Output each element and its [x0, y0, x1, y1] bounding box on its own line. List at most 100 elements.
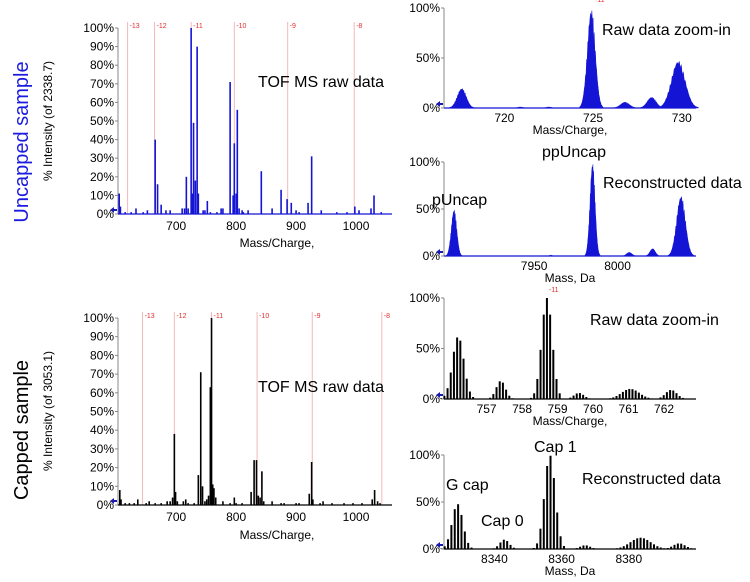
capped-reconstructed-chart: 0% 50% 100% 8340 8360 8380 Reconstructed data M… — [409, 439, 721, 578]
y-tick-label: 100% — [409, 155, 440, 169]
y-tick-label: 20% — [90, 170, 114, 184]
chart-title: Raw data zoom-in — [590, 312, 719, 329]
baseline-marker-icon — [436, 542, 443, 548]
y-tick-label: 80% — [90, 348, 114, 362]
x-axis-label: Mass/Charge, — [240, 236, 315, 250]
x-tick-label: 8360 — [548, 552, 575, 566]
charge-state-label: -12 — [176, 313, 186, 320]
x-tick-label: 1000 — [343, 510, 370, 524]
y-tick-label: 50% — [416, 495, 440, 509]
y-tick-label: 60% — [90, 386, 114, 400]
charge-state-label: -8 — [384, 313, 390, 320]
spectrum-peak — [445, 210, 463, 257]
uncapped-raw-chart: -13 -12 -11 -10 -9 -8 0% 10% 20% 30% 40% 50% 60% 70% 8… — [41, 21, 392, 250]
x-tick-label: 800 — [226, 219, 246, 233]
y-axis-label: % Intensity (of 2338.7) — [41, 61, 55, 181]
chart-title: Raw data zoom-in — [602, 22, 731, 39]
charge-state-label: -10 — [259, 313, 269, 320]
x-tick-label: 8380 — [615, 552, 642, 566]
y-tick-label: 100% — [409, 1, 440, 15]
x-tick-label: 1000 — [343, 219, 370, 233]
y-tick-label: 40% — [90, 133, 114, 147]
charge-state-label: -10 — [236, 23, 246, 30]
x-tick-label: 8340 — [481, 552, 508, 566]
spectrum-peak — [644, 248, 661, 257]
x-tick-label: 7950 — [521, 259, 548, 273]
y-tick-label: 30% — [90, 442, 114, 456]
spectrum-peak — [546, 254, 556, 257]
charge-state-label: -9 — [314, 313, 320, 320]
charge-state-label: -9 — [290, 23, 296, 30]
uncapped-reconstructed-chart: 0% 50% 100% 7950 8000 Reconstructed data Mass,… — [409, 144, 742, 285]
charge-state-label: -11 — [549, 287, 559, 294]
spectrum-peak — [579, 10, 604, 109]
charge-state-label: -13 — [130, 23, 140, 30]
y-tick-label: 70% — [90, 367, 114, 381]
spectrum-peak — [584, 164, 601, 257]
chart-title: TOF MS raw data — [258, 74, 384, 91]
x-tick-label: 900 — [286, 510, 306, 524]
baseline-marker-icon — [110, 207, 117, 213]
y-tick-label: 0% — [423, 101, 441, 115]
x-axis-label: Mass/Charge, — [533, 414, 608, 428]
baseline-marker-icon — [436, 392, 443, 398]
baseline-marker-icon — [436, 249, 443, 255]
y-tick-label: 20% — [90, 461, 114, 475]
y-tick-label: 50% — [416, 51, 440, 65]
charge-state-label: -11 — [193, 23, 203, 30]
y-tick-label: 70% — [90, 77, 114, 91]
x-tick-label: 700 — [166, 510, 186, 524]
x-tick-label: 760 — [583, 402, 603, 416]
spectrum-peak — [657, 61, 699, 109]
y-tick-label: 0% — [423, 392, 441, 406]
uncapped-zoom-chart: -11 0% 50% 100% 720 725 730 Raw data zoom-in Mas… — [409, 0, 731, 137]
y-tick-label: 10% — [90, 188, 114, 202]
spectrum-peak — [540, 106, 557, 109]
y-tick-label: 10% — [90, 479, 114, 493]
spectrum-peak — [448, 87, 476, 109]
x-tick-label: 757 — [477, 402, 497, 416]
y-tick-label: 0% — [423, 542, 441, 556]
spectrum-peak — [620, 252, 638, 257]
y-tick-label: 90% — [90, 330, 114, 344]
baseline-marker-icon — [436, 101, 443, 107]
x-tick-label: 758 — [512, 402, 532, 416]
charge-state-label: -11 — [595, 0, 605, 4]
y-tick-label: 0% — [97, 207, 115, 221]
chart-title: Reconstructed data — [582, 471, 721, 488]
y-tick-label: 50% — [90, 114, 114, 128]
y-tick-label: 100% — [83, 311, 114, 325]
x-tick-label: 800 — [226, 510, 246, 524]
chart-title: TOF MS raw data — [258, 379, 384, 396]
y-tick-label: 0% — [423, 249, 441, 263]
y-tick-label: 50% — [416, 342, 440, 356]
y-tick-label: 50% — [90, 405, 114, 419]
peak-annotation: Cap 1 — [534, 439, 577, 456]
y-tick-label: 80% — [90, 58, 114, 72]
uncapped-sample-label: Uncapped sample — [11, 61, 33, 222]
y-tick-label: 100% — [409, 448, 440, 462]
charge-state-label: -8 — [356, 23, 362, 30]
y-tick-label: 30% — [90, 151, 114, 165]
x-tick-label: 761 — [619, 402, 639, 416]
peak-annotation: ppUncap — [542, 144, 606, 161]
y-tick-label: 60% — [90, 95, 114, 109]
x-tick-label: 720 — [494, 111, 514, 125]
x-tick-label: 900 — [286, 219, 306, 233]
peak-annotation: G cap — [446, 477, 489, 494]
spectrum-peak — [611, 101, 639, 109]
capped-raw-chart: -13 -12 -11 -10 -9 -8 0% 10% 20% 30% 40% 50% 60% 70% 8… — [41, 311, 392, 542]
x-axis-label: Mass/Charge, — [240, 528, 315, 542]
spectrum-peak — [512, 106, 529, 109]
x-tick-label: 759 — [548, 402, 568, 416]
charge-state-label: -12 — [157, 23, 167, 30]
peak-annotation: pUncap — [432, 192, 487, 209]
y-tick-label: 90% — [90, 40, 114, 54]
y-tick-label: 40% — [90, 423, 114, 437]
x-axis-label: Mass/Charge, — [533, 123, 608, 137]
x-tick-label: 700 — [166, 219, 186, 233]
charge-state-label: -13 — [145, 313, 155, 320]
spectrum-peak — [667, 196, 695, 257]
x-axis-label: Mass, Da — [545, 271, 596, 285]
